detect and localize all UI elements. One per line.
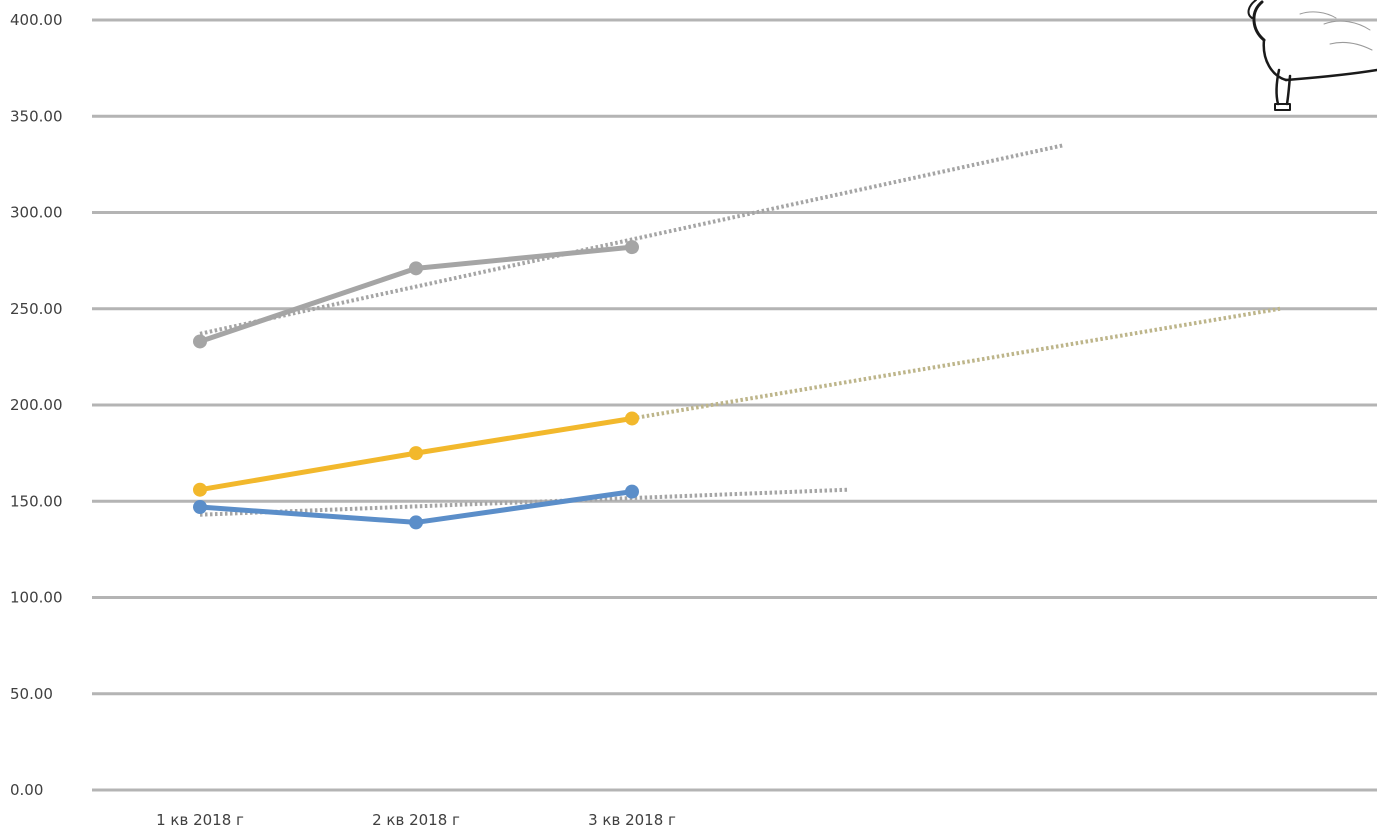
series-line-0 [197, 244, 635, 344]
y-tick-label: 300.00 [10, 204, 63, 222]
trendlines [199, 143, 1281, 517]
gridlines [92, 18, 1377, 792]
pig-icon [1247, 0, 1377, 111]
x-axis-labels: 1 кв 2018 г 2 кв 2018 г 3 кв 2018 г [156, 811, 676, 827]
x-tick-label: 1 кв 2018 г [156, 811, 244, 827]
series-2-point [409, 515, 423, 530]
y-tick-label: 150.00 [10, 492, 63, 510]
x-tick-label: 3 кв 2018 г [588, 811, 676, 827]
series-2-point [193, 500, 207, 515]
y-tick-label: 400.00 [10, 11, 63, 29]
series-0-point [625, 240, 639, 255]
trendline-1 [631, 306, 1281, 421]
y-tick-label: 200.00 [10, 396, 63, 414]
y-tick-label: 0.00 [10, 781, 43, 799]
series-1-point [193, 482, 207, 497]
series-0-point [409, 261, 423, 276]
trendline-0 [199, 143, 1065, 336]
series-0-point [193, 334, 207, 349]
y-tick-label: 100.00 [10, 589, 63, 607]
trendline-2 [199, 487, 849, 517]
series-markers [193, 240, 639, 530]
series-2-point [625, 484, 639, 499]
y-tick-label: 350.00 [10, 107, 63, 125]
series-1-point [409, 446, 423, 461]
y-axis-labels: 0.00 50.00 100.00 150.00 200.00 250.00 300.00 3… [10, 11, 63, 799]
x-tick-label: 2 кв 2018 г [372, 811, 460, 827]
y-tick-label: 50.00 [10, 685, 53, 703]
y-tick-label: 250.00 [10, 300, 63, 318]
series-1-point [625, 411, 639, 426]
